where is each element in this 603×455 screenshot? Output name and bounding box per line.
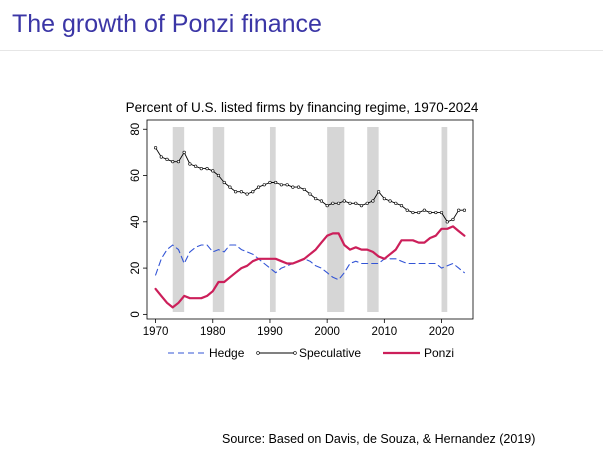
data-point xyxy=(428,210,432,215)
data-point xyxy=(279,183,284,187)
plot-frame xyxy=(146,119,474,320)
legend-marker xyxy=(293,351,297,355)
data-point xyxy=(365,201,369,205)
data-point xyxy=(268,180,272,185)
data-point xyxy=(451,217,455,222)
data-point xyxy=(285,183,289,187)
series-line-ponzi xyxy=(154,225,466,309)
data-point xyxy=(205,166,209,171)
recession-band xyxy=(269,127,276,312)
data-point xyxy=(222,180,226,185)
data-point xyxy=(348,201,352,205)
data-point xyxy=(153,146,158,150)
legend-label-hedge: Hedge xyxy=(209,346,245,360)
recession-band xyxy=(367,127,379,312)
data-point xyxy=(457,208,461,212)
data-point xyxy=(434,210,438,215)
x-tick-label: 1980 xyxy=(200,326,226,338)
data-point xyxy=(245,192,249,196)
data-point xyxy=(291,185,295,189)
data-point xyxy=(371,199,375,203)
data-point xyxy=(228,185,232,189)
slide-title: The growth of Ponzi finance xyxy=(12,10,322,38)
data-point xyxy=(422,208,426,212)
recession-band xyxy=(172,127,185,312)
data-point xyxy=(462,208,467,212)
chart-title: Percent of U.S. listed firms by financin… xyxy=(126,100,479,115)
data-point xyxy=(388,199,392,203)
data-point xyxy=(417,210,421,215)
data-point xyxy=(411,210,415,215)
data-point xyxy=(251,190,255,194)
x-tick-label: 1970 xyxy=(143,326,169,338)
legend-label-ponzi: Ponzi xyxy=(424,346,454,360)
y-tick-label: 40 xyxy=(130,215,142,228)
data-point xyxy=(308,192,312,196)
data-point xyxy=(188,162,192,166)
y-tick-label: 0 xyxy=(130,311,142,317)
data-point xyxy=(171,160,175,164)
x-tick-label: 1990 xyxy=(257,326,283,338)
legend-marker xyxy=(256,351,260,355)
series-lines xyxy=(153,146,467,309)
data-point xyxy=(439,210,444,215)
data-point xyxy=(216,173,221,178)
data-point xyxy=(159,155,163,159)
y-tick-label: 80 xyxy=(130,123,142,136)
recession-band xyxy=(441,127,448,312)
recession-band xyxy=(327,127,345,312)
data-point xyxy=(239,190,243,194)
data-point xyxy=(274,180,278,185)
x-tick-label: 2010 xyxy=(372,326,398,338)
data-point xyxy=(165,157,169,161)
data-point xyxy=(176,160,181,164)
axes: 1970 1980 1990 2000 2010 2020 0 20 40 60 80 xyxy=(130,123,454,338)
data-point xyxy=(314,197,318,201)
data-point xyxy=(342,199,346,203)
data-point xyxy=(394,201,398,205)
data-point xyxy=(194,164,198,168)
series-line-speculative xyxy=(155,147,465,223)
data-point xyxy=(377,190,381,194)
data-point xyxy=(336,201,341,205)
legend-label-speculative: Speculative xyxy=(299,346,361,360)
data-point xyxy=(382,197,386,201)
data-point xyxy=(399,204,404,208)
series-line-hedge xyxy=(155,244,465,281)
title-divider xyxy=(0,50,603,51)
data-point xyxy=(182,150,186,154)
data-point xyxy=(325,204,329,208)
data-point xyxy=(359,204,364,208)
data-point xyxy=(296,185,301,189)
data-point xyxy=(262,183,266,187)
y-tick-label: 60 xyxy=(130,169,142,182)
x-tick-label: 2020 xyxy=(429,326,455,338)
data-point xyxy=(256,185,261,189)
data-point xyxy=(319,199,324,203)
legend: Hedge Speculative Ponzi xyxy=(168,346,454,360)
y-tick-label: 20 xyxy=(130,262,142,275)
data-point xyxy=(302,187,306,192)
recession-band xyxy=(212,127,225,312)
data-point xyxy=(405,208,409,212)
data-point xyxy=(234,190,238,194)
data-point xyxy=(354,201,358,205)
recession-shading xyxy=(172,127,448,312)
data-point xyxy=(211,169,215,173)
data-point xyxy=(199,166,203,171)
source-note: Source: Based on Davis, de Souza, & Hern… xyxy=(222,432,536,446)
x-tick-label: 2000 xyxy=(314,326,340,338)
data-point xyxy=(331,201,335,205)
data-point xyxy=(445,220,449,224)
